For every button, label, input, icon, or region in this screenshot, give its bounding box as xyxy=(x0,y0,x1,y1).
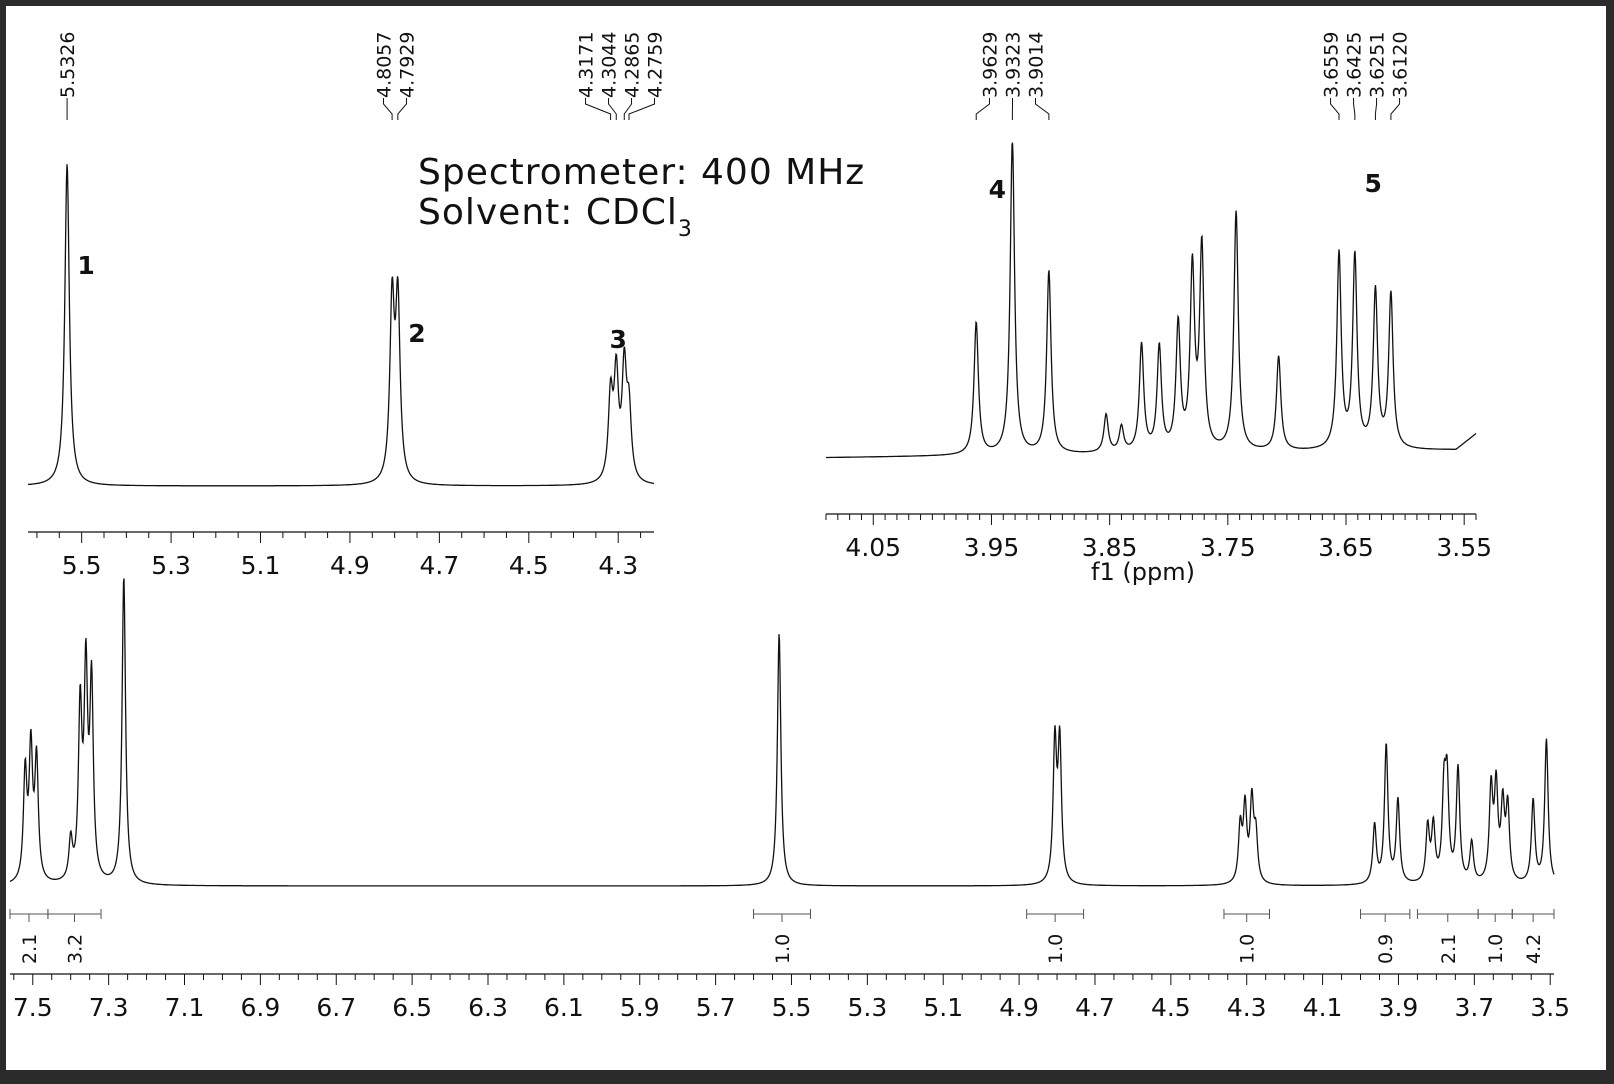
inset-right-peak-leader xyxy=(1390,98,1401,120)
inset-left-annotation-1: 1 xyxy=(77,251,94,280)
main-tick-label: 5.1 xyxy=(923,993,963,1022)
inset-right-tick-label: 3.95 xyxy=(964,533,1020,562)
main-tick-label: 6.7 xyxy=(316,993,356,1022)
main-tick-label: 6.9 xyxy=(240,993,280,1022)
main-spectrum-panel: 7.5 7.3 7.1 6.9 6.7 6.5 6.3 6.1 5.9 5.7 5.5 5.3 5.1 4… xyxy=(9,578,1570,1022)
spectrometer-text: Spectrometer: 400 MHz xyxy=(418,152,865,193)
inset-left-peak-label: 4.3171 xyxy=(576,32,598,98)
inset-right-tick-label: 4.05 xyxy=(845,533,901,562)
main-tick-label: 5.9 xyxy=(620,993,660,1022)
main-tick-label: 7.3 xyxy=(89,993,129,1022)
main-tick-label: 5.3 xyxy=(847,993,887,1022)
main-trace xyxy=(9,578,1555,887)
inset-right-peak-leader xyxy=(1330,98,1340,120)
inset-left-tick-label: 5.3 xyxy=(151,551,191,580)
inset-right-x-axis-label: f1 (ppm) xyxy=(1091,558,1195,586)
main-tick-label: 6.1 xyxy=(544,993,584,1022)
main-tick-label: 4.9 xyxy=(999,993,1039,1022)
inset-right-peak-label: 3.9323 xyxy=(1002,32,1024,98)
inset-right-peak-leader xyxy=(1353,98,1356,120)
integral-label: 4.2 xyxy=(1523,934,1545,964)
solvent-subscript: 3 xyxy=(678,217,693,242)
spectrum-figure: 5.5 5.3 5.1 4.9 4.7 4.5 4.3 1 2 3 5.5326 4.8057 4.79… xyxy=(6,6,1606,1070)
inset-right-tick-label: 3.75 xyxy=(1200,533,1256,562)
integral-label: 1.0 xyxy=(1045,934,1067,964)
inset-left-peak-label: 4.2865 xyxy=(622,32,644,98)
inset-right-peak-leader xyxy=(1034,98,1050,120)
integral-label: 3.2 xyxy=(64,934,86,964)
inset-left-peak-label: 4.3044 xyxy=(599,32,621,98)
main-tick-label: 4.3 xyxy=(1227,993,1267,1022)
solvent-prefix: Solvent: CDCl xyxy=(418,192,678,233)
inset-right-peak-label: 3.6251 xyxy=(1367,32,1389,98)
inset-right-peak-leader xyxy=(975,98,990,120)
inset-left-peak-leader xyxy=(382,98,393,120)
inset-left-annotation-2: 2 xyxy=(408,319,425,348)
main-tick-label: 5.7 xyxy=(696,993,736,1022)
inset-right-annotation-5: 5 xyxy=(1364,169,1381,198)
inset-right-peak-label: 3.6425 xyxy=(1344,32,1366,98)
inset-left-peak-leader xyxy=(397,98,407,120)
inset-left-tick-label: 4.7 xyxy=(419,551,459,580)
inset-right-panel: 4.05 3.95 3.85 3.75 3.65 3.55 f1 (ppm) 4 5 3.9629… xyxy=(825,32,1492,586)
inset-left-peak-leader xyxy=(585,98,612,120)
inset-right-trace xyxy=(826,142,1477,459)
main-tick-label: 3.7 xyxy=(1454,993,1494,1022)
inset-left-tick-label: 4.5 xyxy=(509,551,549,580)
solvent-text: Solvent: CDCl3 xyxy=(418,192,693,242)
integral-label: 1.0 xyxy=(1485,934,1507,964)
integral-label: 1.0 xyxy=(1237,934,1259,964)
inset-left-peak-leader xyxy=(628,98,656,120)
main-tick-label: 4.1 xyxy=(1303,993,1343,1022)
inset-left-peak-label: 5.5326 xyxy=(57,32,79,98)
main-tick-label: 7.5 xyxy=(13,993,53,1022)
main-tick-label: 5.5 xyxy=(772,993,812,1022)
main-tick-label: 3.5 xyxy=(1530,993,1570,1022)
main-tick-label: 4.5 xyxy=(1151,993,1191,1022)
inset-left-peak-label: 4.7929 xyxy=(396,32,418,98)
inset-right-tick-label: 3.85 xyxy=(1082,533,1138,562)
inset-left-peak-leader xyxy=(623,98,633,120)
main-tick-label: 4.7 xyxy=(1075,993,1115,1022)
inset-left-panel: 5.5 5.3 5.1 4.9 4.7 4.5 4.3 1 2 3 5.5326 4.8057 4.79… xyxy=(27,32,667,580)
integral-label: 2.1 xyxy=(1438,934,1460,964)
inset-left-tick-label: 4.3 xyxy=(598,551,638,580)
inset-right-tick-label: 3.55 xyxy=(1436,533,1492,562)
inset-left-peak-label: 4.8057 xyxy=(373,32,395,98)
inset-right-peak-label: 3.6559 xyxy=(1321,32,1343,98)
inset-right-peak-label: 3.9629 xyxy=(979,32,1001,98)
inset-right-peak-leader xyxy=(1374,98,1378,120)
inset-left-peak-leader xyxy=(608,98,617,120)
inset-right-annotation-4: 4 xyxy=(989,175,1006,204)
inset-left-peak-label: 4.2759 xyxy=(645,32,667,98)
inset-right-tick-label: 3.65 xyxy=(1318,533,1374,562)
integral-label: 0.9 xyxy=(1375,934,1397,964)
main-tick-label: 7.1 xyxy=(165,993,205,1022)
integral-label: 2.1 xyxy=(19,934,41,964)
inset-left-trace xyxy=(27,164,655,487)
inset-right-peak-label: 3.6120 xyxy=(1390,32,1412,98)
inset-left-tick-label: 5.1 xyxy=(241,551,281,580)
main-tick-label: 6.5 xyxy=(392,993,432,1022)
main-tick-label: 6.3 xyxy=(468,993,508,1022)
main-tick-label: 3.9 xyxy=(1379,993,1419,1022)
integral-label: 1.0 xyxy=(772,934,794,964)
inset-left-tick-label: 4.9 xyxy=(330,551,370,580)
inset-right-peak-label: 3.9014 xyxy=(1025,32,1047,98)
nmr-spectrum-figure: 5.5 5.3 5.1 4.9 4.7 4.5 4.3 1 2 3 5.5326 4.8057 4.79… xyxy=(9,32,1570,1022)
inset-left-tick-label: 5.5 xyxy=(62,551,102,580)
inset-left-annotation-3: 3 xyxy=(610,325,627,354)
